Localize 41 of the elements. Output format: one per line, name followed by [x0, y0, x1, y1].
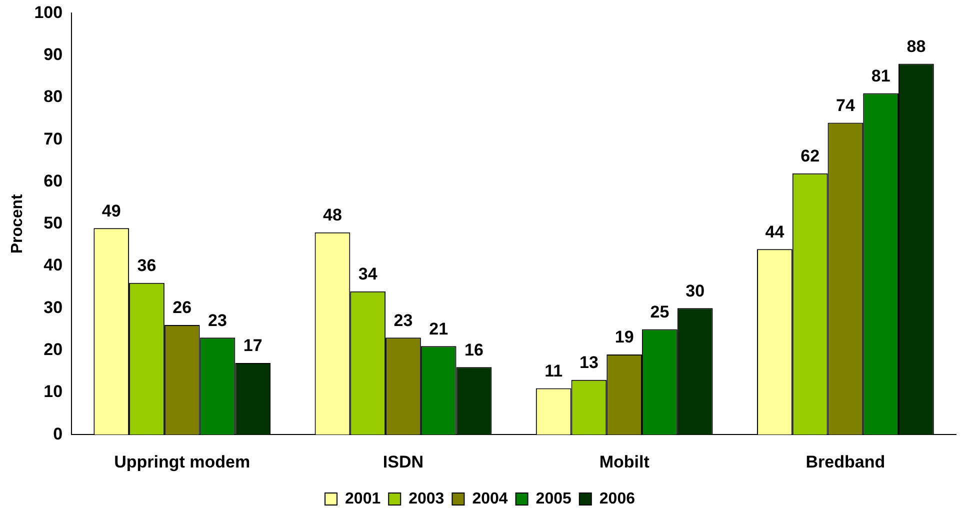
- y-tick-label: 10: [44, 382, 63, 402]
- data-label: 19: [614, 328, 634, 347]
- data-label: 25: [650, 302, 670, 322]
- data-label: 23: [394, 310, 413, 330]
- data-label: 16: [464, 340, 484, 360]
- data-label: 88: [906, 36, 926, 56]
- y-tick-label: 90: [44, 45, 63, 64]
- y-tick-label: 100: [34, 2, 63, 22]
- x-tick-label: Bredband: [806, 452, 886, 472]
- data-label: 34: [358, 264, 378, 284]
- data-label: 36: [137, 256, 156, 276]
- legend-label: 2004: [472, 490, 508, 508]
- y-tick-label: 40: [44, 256, 63, 275]
- y-tick-label: 0: [53, 424, 63, 444]
- legend-label: 2005: [536, 490, 572, 508]
- legend-label: 2006: [599, 490, 636, 508]
- data-label: 74: [836, 96, 856, 115]
- legend-label: 2003: [408, 490, 444, 508]
- data-label: 21: [429, 319, 448, 338]
- x-tick-label: Uppringt modem: [114, 452, 250, 472]
- data-label: 81: [871, 66, 890, 86]
- x-tick-label: Mobilt: [599, 452, 650, 472]
- y-axis-title: Procent: [9, 193, 26, 254]
- y-tick-label: 50: [44, 214, 63, 233]
- data-label: 26: [172, 298, 192, 318]
- data-label: 30: [686, 281, 705, 300]
- y-tick-label: 30: [44, 298, 63, 317]
- data-label: 49: [102, 201, 121, 220]
- y-tick-label: 70: [44, 129, 63, 148]
- y-tick-label: 60: [44, 171, 63, 190]
- data-label: 44: [765, 222, 785, 242]
- legend-label: 2001: [345, 490, 381, 508]
- y-tick-label: 80: [44, 87, 63, 106]
- data-label: 48: [323, 206, 342, 225]
- data-label: 11: [544, 361, 563, 380]
- data-label: 13: [580, 353, 598, 372]
- data-label: 23: [208, 310, 227, 330]
- y-tick-label: 20: [44, 340, 63, 360]
- x-tick-label: ISDN: [382, 452, 424, 472]
- data-label: 17: [243, 336, 262, 356]
- data-label: 62: [800, 146, 820, 166]
